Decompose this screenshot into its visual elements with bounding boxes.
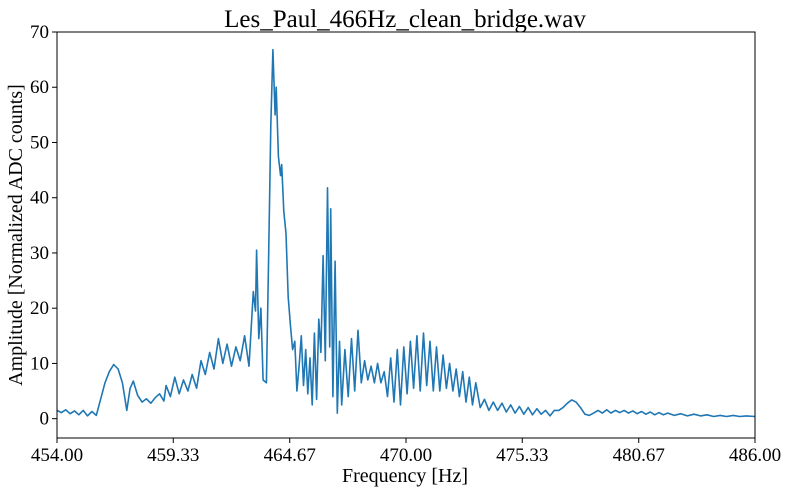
y-tick-label: 0 <box>40 409 50 430</box>
x-tick-label: 459.33 <box>147 445 199 466</box>
plot-area <box>56 31 756 439</box>
x-tick-label: 470.00 <box>380 445 432 466</box>
x-axis: 454.00 459.33 464.67 470.00 475.33 480.67 486.… <box>31 438 781 466</box>
y-tick-label: 70 <box>30 22 49 43</box>
y-tick-label: 10 <box>30 353 49 374</box>
y-tick-label: 60 <box>30 77 49 98</box>
x-tick-label: 475.33 <box>496 445 548 466</box>
x-tick-label: 480.67 <box>613 445 665 466</box>
y-axis: 0 10 20 30 40 50 60 70 <box>30 22 57 430</box>
y-tick-label: 40 <box>30 188 49 209</box>
y-tick-label: 50 <box>30 132 49 153</box>
x-tick-label: 486.00 <box>729 445 781 466</box>
y-tick-label: 30 <box>30 243 49 264</box>
x-tick-label: 464.67 <box>264 445 316 466</box>
y-tick-label: 20 <box>30 298 49 319</box>
series-line <box>56 48 756 418</box>
y-axis-label: Amplitude [Normalized ADC counts] <box>5 84 27 386</box>
chart-title: Les_Paul_466Hz_clean_bridge.wav <box>224 6 586 33</box>
x-axis-label: Frequency [Hz] <box>342 465 468 487</box>
x-tick-label: 454.00 <box>31 445 83 466</box>
